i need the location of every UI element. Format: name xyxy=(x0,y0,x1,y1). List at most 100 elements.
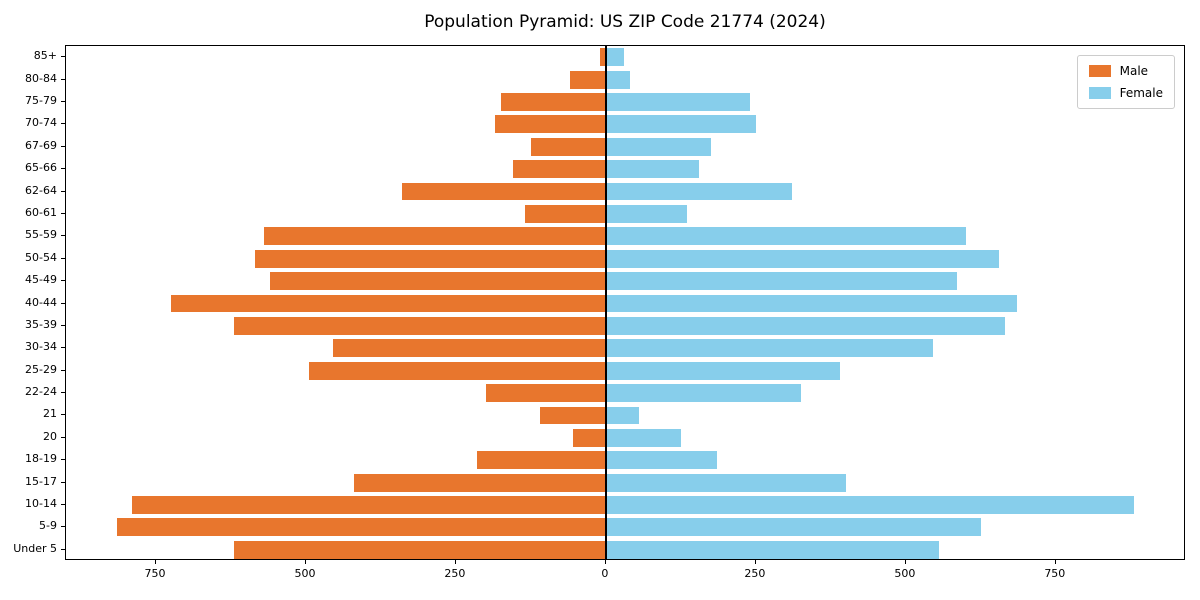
y-tick-label-21: 21 xyxy=(43,407,57,421)
bar-male-35-39 xyxy=(233,316,606,335)
bar-male-50-54 xyxy=(254,249,606,268)
bar-female-20 xyxy=(605,428,681,447)
bar-male-25-29 xyxy=(308,361,606,380)
bar-male-62-64 xyxy=(401,182,606,201)
y-tick-mark xyxy=(61,190,65,192)
y-tick-mark xyxy=(61,56,65,58)
y-tick-label-55-59: 55-59 xyxy=(25,228,57,242)
bar-female-50-54 xyxy=(605,249,999,268)
y-tick-mark xyxy=(61,548,65,550)
bar-female-30-34 xyxy=(605,339,933,358)
y-tick-label-25-29: 25-29 xyxy=(25,362,57,376)
legend-swatch-male-icon xyxy=(1088,65,1111,77)
y-tick-label-67-69: 67-69 xyxy=(25,138,57,152)
x-tick-mark xyxy=(754,560,756,564)
legend-label-female: Female xyxy=(1119,86,1163,100)
bar-female-10-14 xyxy=(605,496,1134,514)
bar-female-5-9 xyxy=(605,518,981,537)
y-tick-label-40-44: 40-44 xyxy=(25,295,57,309)
x-tick-label: 750 xyxy=(144,567,166,580)
y-tick-label-under-5: Under 5 xyxy=(13,541,57,555)
y-tick-mark xyxy=(61,123,65,125)
bar-female-40-44 xyxy=(605,294,1017,313)
legend: Male Female xyxy=(1076,55,1175,109)
y-tick-label-5-9: 5-9 xyxy=(39,519,57,533)
bar-male-10-14 xyxy=(131,496,606,514)
y-tick-mark xyxy=(61,78,65,80)
bar-male-67-69 xyxy=(530,137,606,156)
y-tick-mark xyxy=(61,392,65,394)
x-tick-mark xyxy=(904,560,906,564)
bar-male-65-66 xyxy=(512,160,606,179)
bar-male-60-61 xyxy=(524,204,606,223)
bar-female-67-69 xyxy=(605,137,711,156)
x-tick-label: 750 xyxy=(1044,567,1066,580)
x-tick-mark xyxy=(1054,560,1056,564)
y-tick-mark xyxy=(61,212,65,214)
y-tick-label-35-39: 35-39 xyxy=(25,317,57,331)
bar-female-65-66 xyxy=(605,160,699,179)
x-tick-mark xyxy=(154,560,156,564)
y-tick-mark xyxy=(61,280,65,282)
y-tick-label-70-74: 70-74 xyxy=(25,116,57,130)
legend-entry-male: Male xyxy=(1088,64,1163,78)
bar-female-60-61 xyxy=(605,204,687,223)
y-tick-label-60-61: 60-61 xyxy=(25,205,57,219)
y-tick-mark xyxy=(61,235,65,237)
y-tick-mark xyxy=(61,526,65,528)
legend-label-male: Male xyxy=(1119,64,1149,78)
bar-female-45-49 xyxy=(605,272,957,291)
y-tick-label-80-84: 80-84 xyxy=(25,71,57,85)
bar-male-5-9 xyxy=(116,518,606,537)
bar-male-22-24 xyxy=(485,384,606,402)
y-tick-label-22-24: 22-24 xyxy=(25,385,57,399)
y-tick-mark xyxy=(61,145,65,147)
bar-female-25-29 xyxy=(605,361,840,380)
y-tick-mark xyxy=(61,324,65,326)
bar-male-under-5 xyxy=(233,540,606,559)
zero-axis-line xyxy=(605,46,607,559)
chart-title: Population Pyramid: US ZIP Code 21774 (2… xyxy=(424,12,826,32)
bar-male-80-84 xyxy=(569,70,606,89)
bar-male-75-79 xyxy=(500,93,606,111)
bar-male-85+ xyxy=(599,48,606,67)
x-tick-mark xyxy=(304,560,306,564)
y-tick-mark xyxy=(61,347,65,349)
bar-female-15-17 xyxy=(605,473,846,492)
y-tick-mark xyxy=(61,100,65,102)
y-tick-label-15-17: 15-17 xyxy=(25,474,57,488)
bar-male-55-59 xyxy=(263,227,606,246)
x-tick-label: 250 xyxy=(444,567,466,580)
y-tick-label-62-64: 62-64 xyxy=(25,183,57,197)
bar-female-80-84 xyxy=(605,70,630,89)
x-tick-label: 0 xyxy=(601,567,609,580)
y-tick-mark xyxy=(61,459,65,461)
y-tick-label-85+: 85+ xyxy=(33,49,57,63)
x-tick-mark xyxy=(454,560,456,564)
bar-female-85+ xyxy=(605,48,624,67)
bar-female-35-39 xyxy=(605,316,1005,335)
bar-male-45-49 xyxy=(269,272,606,291)
bar-male-18-19 xyxy=(476,451,606,470)
y-tick-label-30-34: 30-34 xyxy=(25,340,57,354)
bar-female-75-79 xyxy=(605,93,750,111)
x-tick-label: 250 xyxy=(744,567,766,580)
bar-male-70-74 xyxy=(494,115,606,134)
bar-male-30-34 xyxy=(332,339,606,358)
bar-female-22-24 xyxy=(605,384,801,402)
legend-swatch-female-icon xyxy=(1088,87,1111,99)
y-tick-label-18-19: 18-19 xyxy=(25,452,57,466)
bar-male-20 xyxy=(572,428,606,447)
y-tick-label-45-49: 45-49 xyxy=(25,273,57,287)
y-tick-mark xyxy=(61,414,65,416)
bar-male-40-44 xyxy=(170,294,606,313)
bar-female-70-74 xyxy=(605,115,756,134)
y-tick-mark xyxy=(61,436,65,438)
y-tick-label-10-14: 10-14 xyxy=(25,497,57,511)
y-tick-label-65-66: 65-66 xyxy=(25,161,57,175)
bar-male-15-17 xyxy=(353,473,606,492)
y-tick-mark xyxy=(61,369,65,371)
x-tick-label: 500 xyxy=(294,567,316,580)
bar-female-62-64 xyxy=(605,182,792,201)
